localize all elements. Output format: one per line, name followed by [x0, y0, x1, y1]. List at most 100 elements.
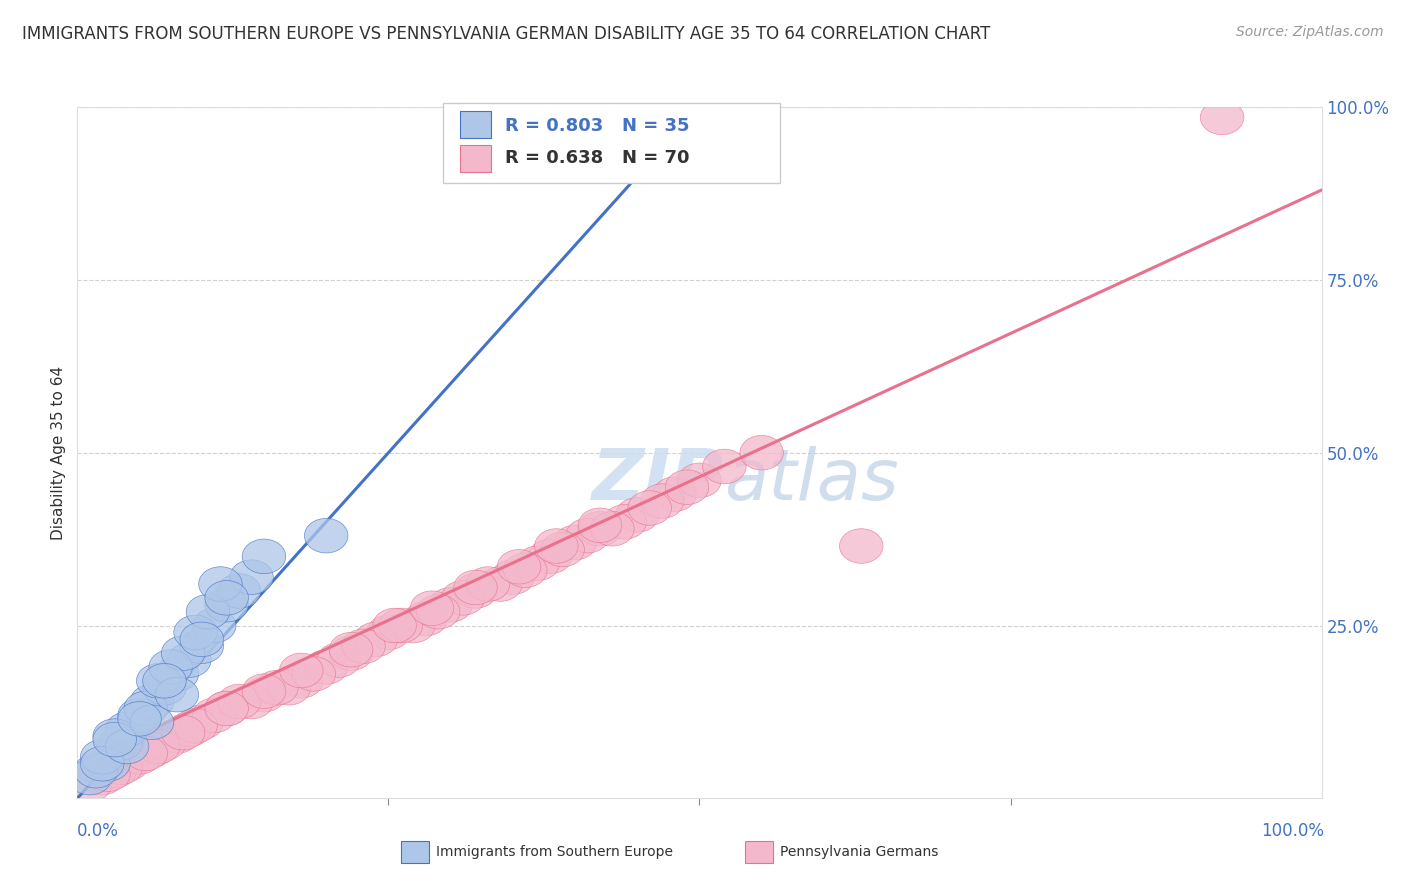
Ellipse shape [491, 560, 534, 594]
Ellipse shape [454, 570, 498, 605]
Ellipse shape [167, 643, 211, 677]
Ellipse shape [218, 684, 262, 719]
Ellipse shape [205, 588, 249, 622]
Ellipse shape [142, 726, 186, 760]
Ellipse shape [229, 560, 273, 594]
Ellipse shape [703, 450, 747, 483]
Ellipse shape [186, 594, 229, 629]
Ellipse shape [591, 511, 634, 546]
Ellipse shape [367, 615, 411, 649]
Ellipse shape [131, 705, 174, 739]
Ellipse shape [87, 756, 131, 791]
Ellipse shape [740, 435, 783, 470]
Ellipse shape [603, 505, 647, 539]
Ellipse shape [578, 511, 621, 546]
Ellipse shape [98, 750, 142, 785]
Ellipse shape [136, 664, 180, 698]
Ellipse shape [142, 671, 186, 705]
Ellipse shape [174, 708, 218, 743]
Ellipse shape [267, 671, 311, 705]
Ellipse shape [124, 691, 167, 726]
Text: Pennsylvania Germans: Pennsylvania Germans [780, 846, 939, 859]
Ellipse shape [242, 674, 285, 708]
Ellipse shape [242, 677, 285, 712]
Ellipse shape [80, 747, 124, 781]
Ellipse shape [416, 594, 460, 629]
Ellipse shape [118, 739, 162, 774]
Ellipse shape [67, 760, 111, 795]
Ellipse shape [118, 698, 162, 732]
Y-axis label: Disability Age 35 to 64: Disability Age 35 to 64 [51, 366, 66, 540]
Ellipse shape [162, 636, 205, 671]
Ellipse shape [131, 684, 174, 719]
Ellipse shape [616, 498, 659, 533]
Ellipse shape [441, 581, 485, 615]
Ellipse shape [155, 719, 198, 754]
Ellipse shape [411, 591, 454, 625]
Ellipse shape [467, 566, 510, 601]
Ellipse shape [67, 767, 111, 802]
Ellipse shape [640, 483, 683, 518]
Ellipse shape [80, 760, 124, 795]
Ellipse shape [678, 463, 721, 498]
Ellipse shape [541, 533, 585, 566]
Ellipse shape [280, 653, 323, 688]
Ellipse shape [180, 622, 224, 657]
Ellipse shape [193, 608, 236, 643]
Ellipse shape [305, 518, 347, 553]
Text: 100.0%: 100.0% [1261, 822, 1324, 840]
Ellipse shape [142, 664, 186, 698]
Ellipse shape [180, 629, 224, 664]
Ellipse shape [316, 643, 360, 677]
Ellipse shape [93, 754, 136, 788]
Ellipse shape [1201, 100, 1244, 135]
Ellipse shape [98, 726, 142, 760]
Ellipse shape [454, 574, 498, 608]
Ellipse shape [565, 518, 609, 553]
Ellipse shape [329, 636, 373, 671]
Ellipse shape [105, 747, 149, 781]
Ellipse shape [155, 657, 198, 691]
Ellipse shape [373, 608, 416, 643]
Ellipse shape [75, 754, 118, 788]
Ellipse shape [80, 739, 124, 774]
Text: Source: ZipAtlas.com: Source: ZipAtlas.com [1236, 25, 1384, 39]
Text: ZIP: ZIP [592, 446, 724, 515]
Text: IMMIGRANTS FROM SOUTHERN EUROPE VS PENNSYLVANIA GERMAN DISABILITY AGE 35 TO 64 C: IMMIGRANTS FROM SOUTHERN EUROPE VS PENNS… [22, 25, 991, 43]
Ellipse shape [529, 539, 572, 574]
Ellipse shape [155, 677, 198, 712]
Text: Immigrants from Southern Europe: Immigrants from Southern Europe [436, 846, 673, 859]
Ellipse shape [628, 491, 672, 525]
Ellipse shape [280, 664, 323, 698]
Ellipse shape [174, 615, 218, 649]
Ellipse shape [105, 730, 149, 764]
Ellipse shape [380, 608, 423, 643]
Ellipse shape [478, 566, 522, 601]
Ellipse shape [93, 719, 136, 754]
Ellipse shape [193, 698, 236, 732]
Ellipse shape [198, 566, 242, 601]
Ellipse shape [498, 549, 541, 584]
Ellipse shape [404, 601, 447, 636]
Ellipse shape [516, 546, 560, 581]
Ellipse shape [242, 539, 285, 574]
Ellipse shape [503, 553, 547, 588]
Ellipse shape [354, 622, 398, 657]
Ellipse shape [180, 705, 224, 739]
Ellipse shape [124, 736, 167, 771]
Ellipse shape [162, 715, 205, 750]
Ellipse shape [205, 691, 249, 726]
Ellipse shape [342, 629, 385, 664]
Ellipse shape [131, 732, 174, 767]
Text: atlas: atlas [724, 446, 898, 515]
Ellipse shape [167, 712, 211, 747]
Ellipse shape [105, 712, 149, 747]
Ellipse shape [554, 525, 596, 560]
Text: R = 0.638   N = 70: R = 0.638 N = 70 [505, 149, 689, 167]
Ellipse shape [305, 649, 347, 684]
Ellipse shape [652, 477, 696, 511]
Ellipse shape [429, 588, 472, 622]
Ellipse shape [391, 608, 434, 643]
Text: R = 0.803   N = 35: R = 0.803 N = 35 [505, 117, 689, 135]
Ellipse shape [839, 529, 883, 564]
